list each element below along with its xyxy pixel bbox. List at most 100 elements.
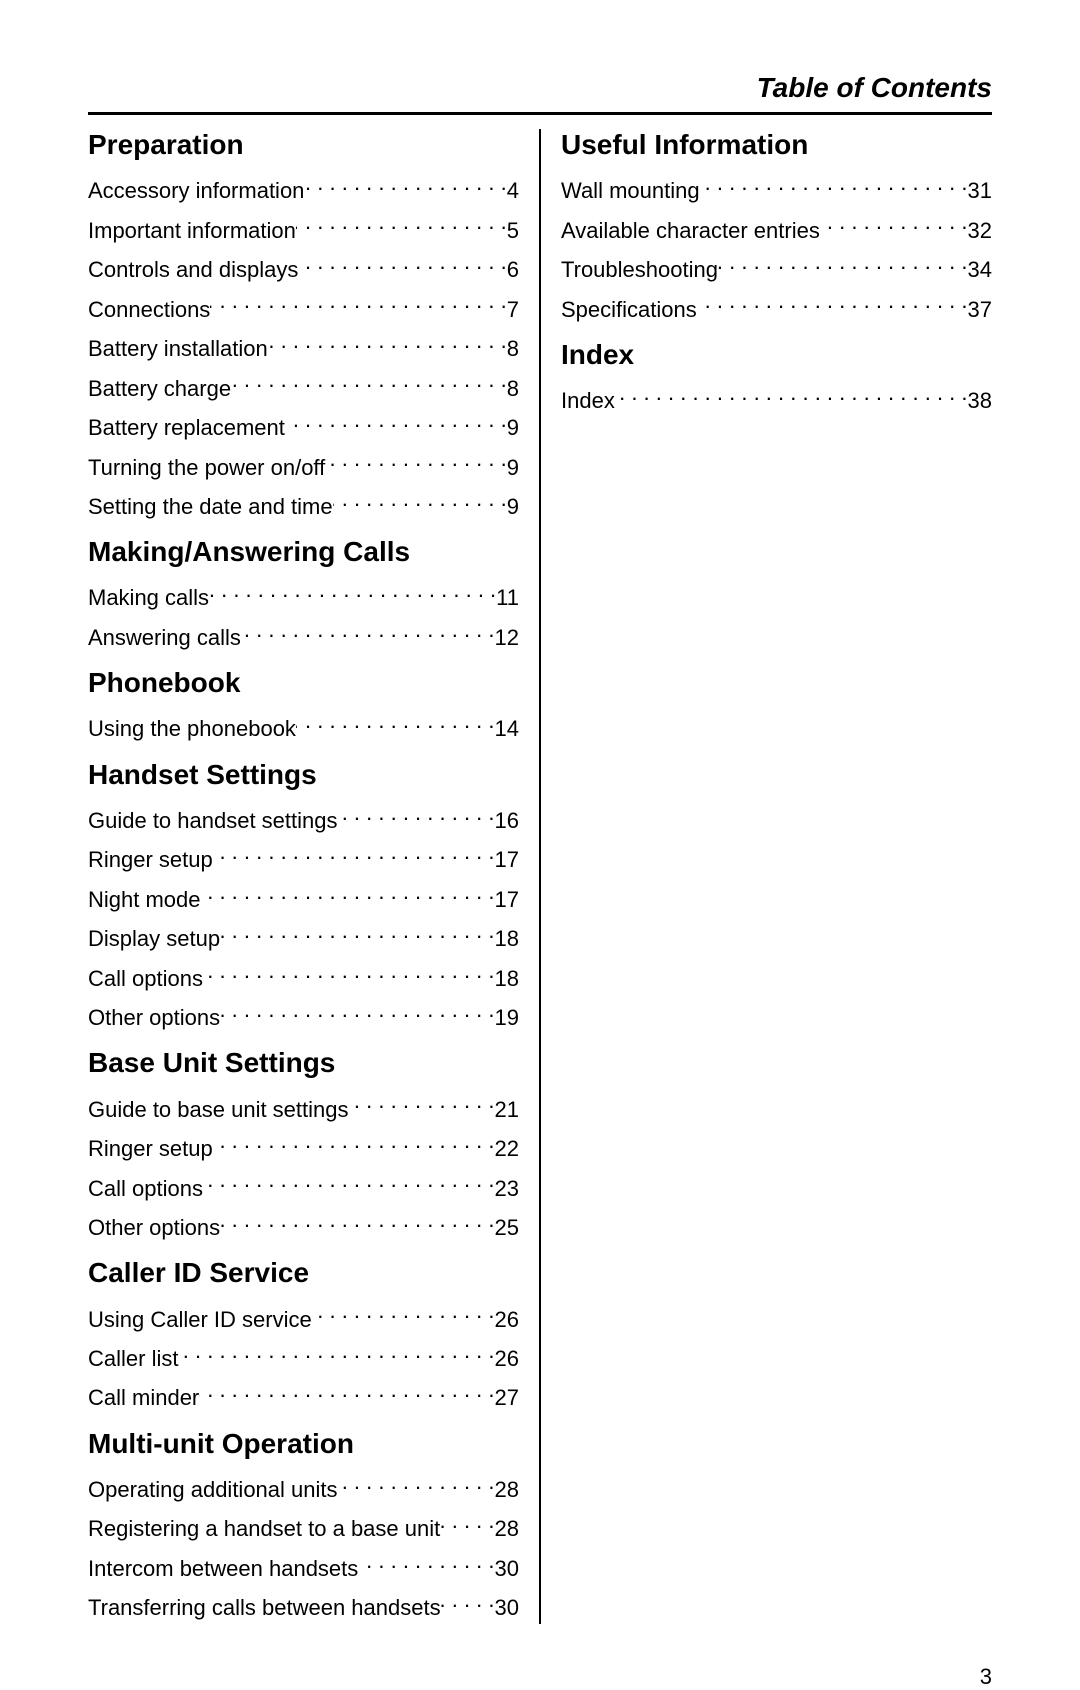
toc-dots <box>338 797 495 828</box>
toc-label: Operating additional units <box>88 1474 338 1505</box>
toc-dots <box>268 325 507 356</box>
toc-label: Intercom between handsets <box>88 1553 358 1584</box>
toc-dots <box>201 876 495 907</box>
toc-entry[interactable]: Setting the date and time 9 <box>88 483 519 522</box>
toc-entry[interactable]: Night mode 17 <box>88 876 519 915</box>
toc-entry[interactable]: Connections7 <box>88 285 519 324</box>
toc-entry[interactable]: Call options 23 <box>88 1164 519 1203</box>
toc-entry[interactable]: Other options 25 <box>88 1204 519 1243</box>
toc-entry[interactable]: Battery charge8 <box>88 364 519 403</box>
toc-entry[interactable]: Using Caller ID service26 <box>88 1295 519 1334</box>
toc-page: 28 <box>495 1474 519 1505</box>
toc-dots <box>203 955 495 986</box>
toc-entry[interactable]: Accessory information4 <box>88 167 519 206</box>
toc-page: 27 <box>495 1382 519 1413</box>
toc-dots <box>203 1164 495 1195</box>
toc-entry[interactable]: Other options19 <box>88 994 519 1033</box>
toc-entry[interactable]: Guide to base unit settings 21 <box>88 1085 519 1124</box>
toc-entry[interactable]: Call minder27 <box>88 1374 519 1413</box>
toc-entry[interactable]: Ringer setup 22 <box>88 1125 519 1164</box>
toc-label: Turning the power on/off <box>88 452 325 483</box>
toc-dots <box>220 1204 494 1235</box>
section-heading: Index <box>561 339 992 371</box>
toc-dots <box>718 246 968 277</box>
toc-entry[interactable]: Battery replacement9 <box>88 404 519 443</box>
toc-entry[interactable]: Registering a handset to a base unit28 <box>88 1505 519 1544</box>
toc-label: Battery installation <box>88 333 268 364</box>
section-heading: Useful Information <box>561 129 992 161</box>
toc-label: Index <box>561 385 615 416</box>
toc-dots <box>312 1295 495 1326</box>
toc-label: Display setup <box>88 923 220 954</box>
toc-dots <box>241 614 495 645</box>
toc-entry[interactable]: Using the phonebook14 <box>88 705 519 744</box>
toc-page: 9 <box>507 491 519 522</box>
toc-label: Answering calls <box>88 622 241 653</box>
toc-entry[interactable]: Available character entries 32 <box>561 206 992 245</box>
toc-entry[interactable]: Wall mounting31 <box>561 167 992 206</box>
toc-dots <box>304 167 506 198</box>
toc-dots <box>220 915 494 946</box>
toc-page: 8 <box>507 373 519 404</box>
toc-dots <box>213 836 495 867</box>
toc-dots <box>296 705 495 736</box>
toc-page: 21 <box>495 1094 519 1125</box>
toc-label: Night mode <box>88 884 201 915</box>
toc-page: 31 <box>968 175 992 206</box>
section-heading: Phonebook <box>88 667 519 699</box>
toc-label: Available character entries <box>561 215 820 246</box>
toc-dots <box>615 377 968 408</box>
toc-entry[interactable]: Important information5 <box>88 206 519 245</box>
toc-page: 28 <box>495 1513 519 1544</box>
toc-dots <box>231 364 507 395</box>
toc-entry[interactable]: Ringer setup17 <box>88 836 519 875</box>
toc-label: Ringer setup <box>88 1133 213 1164</box>
toc-page: 18 <box>495 963 519 994</box>
toc-entry[interactable]: Turning the power on/off 9 <box>88 443 519 482</box>
toc-page: 32 <box>968 215 992 246</box>
toc-dots <box>298 246 506 277</box>
toc-dots <box>199 1374 494 1405</box>
toc-label: Other options <box>88 1212 220 1243</box>
toc-entry[interactable]: Transferring calls between handsets30 <box>88 1584 519 1623</box>
toc-page: 7 <box>507 294 519 325</box>
toc-label: Guide to handset settings <box>88 805 338 836</box>
toc-page: 25 <box>495 1212 519 1243</box>
toc-page: 26 <box>495 1343 519 1374</box>
toc-entry[interactable]: Answering calls12 <box>88 614 519 653</box>
toc-entry[interactable]: Call options18 <box>88 955 519 994</box>
section-heading: Base Unit Settings <box>88 1047 519 1079</box>
toc-entry[interactable]: Making calls11 <box>88 574 519 613</box>
toc-label: Guide to base unit settings <box>88 1094 349 1125</box>
toc-dots <box>285 404 507 435</box>
toc-dots <box>220 994 494 1025</box>
toc-label: Setting the date and time <box>88 491 333 522</box>
toc-entry[interactable]: Index 38 <box>561 377 992 416</box>
toc-dots <box>296 206 507 237</box>
toc-entry[interactable]: Battery installation8 <box>88 325 519 364</box>
toc-entry[interactable]: Intercom between handsets30 <box>88 1545 519 1584</box>
page-number: 3 <box>88 1624 992 1690</box>
toc-entry[interactable]: Caller list26 <box>88 1335 519 1374</box>
toc-dots <box>349 1085 495 1116</box>
toc-dots <box>700 167 968 198</box>
toc-entry[interactable]: Guide to handset settings16 <box>88 797 519 836</box>
toc-page: 9 <box>507 412 519 443</box>
toc-label: Using Caller ID service <box>88 1304 312 1335</box>
toc-dots <box>338 1466 495 1497</box>
toc-label: Specifications <box>561 294 697 325</box>
toc-entry[interactable]: Specifications37 <box>561 285 992 324</box>
toc-label: Call options <box>88 1173 203 1204</box>
toc-page: 23 <box>495 1173 519 1204</box>
toc-entry[interactable]: Troubleshooting34 <box>561 246 992 285</box>
toc-entry[interactable]: Controls and displays6 <box>88 246 519 285</box>
toc-entry[interactable]: Operating additional units 28 <box>88 1466 519 1505</box>
toc-entry[interactable]: Display setup18 <box>88 915 519 954</box>
toc-page: 9 <box>507 452 519 483</box>
toc-page: 17 <box>495 884 519 915</box>
toc-page: 22 <box>495 1133 519 1164</box>
toc-label: Making calls <box>88 582 209 613</box>
toc-page: 38 <box>968 385 992 416</box>
toc-dots <box>440 1505 494 1536</box>
toc-dots <box>697 285 968 316</box>
